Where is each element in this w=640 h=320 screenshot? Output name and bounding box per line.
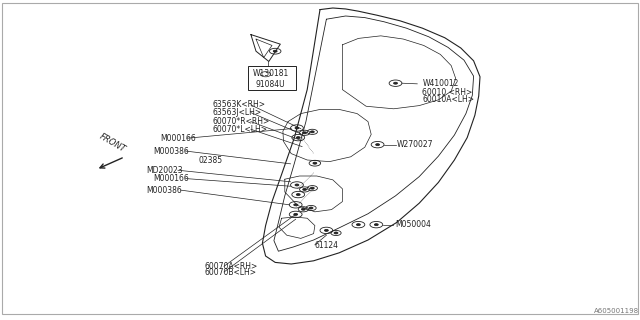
Circle shape xyxy=(294,213,298,215)
Text: M000386: M000386 xyxy=(146,186,182,195)
Text: 60010A<LH>: 60010A<LH> xyxy=(422,95,474,104)
Text: 60070*R<RH>: 60070*R<RH> xyxy=(212,117,269,126)
Circle shape xyxy=(294,204,298,206)
Circle shape xyxy=(310,187,314,189)
Text: 60070A<RH>: 60070A<RH> xyxy=(205,262,258,271)
Text: 63563K<RH>: 63563K<RH> xyxy=(212,100,266,109)
Circle shape xyxy=(303,188,307,190)
Circle shape xyxy=(295,184,299,186)
Text: 63563J<LH>: 63563J<LH> xyxy=(212,108,262,117)
Text: W270027: W270027 xyxy=(397,140,433,149)
Circle shape xyxy=(295,127,299,129)
Circle shape xyxy=(394,82,397,84)
Text: M050004: M050004 xyxy=(396,220,431,229)
Text: 02385: 02385 xyxy=(198,156,223,165)
Text: 91084U: 91084U xyxy=(256,80,285,89)
Circle shape xyxy=(296,137,300,139)
Text: A605001198: A605001198 xyxy=(593,308,639,314)
Text: FRONT: FRONT xyxy=(97,132,127,154)
Text: W130181: W130181 xyxy=(253,69,289,78)
Circle shape xyxy=(301,208,305,210)
Text: 61124: 61124 xyxy=(315,241,339,250)
Circle shape xyxy=(303,132,307,134)
Text: MD20023: MD20023 xyxy=(146,166,182,175)
Circle shape xyxy=(374,224,378,226)
Circle shape xyxy=(273,50,277,52)
Circle shape xyxy=(310,131,314,133)
Circle shape xyxy=(324,229,328,231)
Circle shape xyxy=(376,144,380,146)
Text: M000166: M000166 xyxy=(160,134,196,143)
Text: W410012: W410012 xyxy=(422,79,459,88)
Circle shape xyxy=(334,232,338,234)
Text: 60070B<LH>: 60070B<LH> xyxy=(205,268,257,277)
Circle shape xyxy=(296,194,300,196)
Text: M000166: M000166 xyxy=(154,174,189,183)
Text: 60010 <RH>: 60010 <RH> xyxy=(422,88,473,97)
Circle shape xyxy=(313,162,317,164)
Text: 60070*L<LH>: 60070*L<LH> xyxy=(212,125,268,134)
Circle shape xyxy=(356,224,360,226)
FancyBboxPatch shape xyxy=(248,66,296,90)
Circle shape xyxy=(309,207,313,209)
Text: M000386: M000386 xyxy=(154,147,189,156)
